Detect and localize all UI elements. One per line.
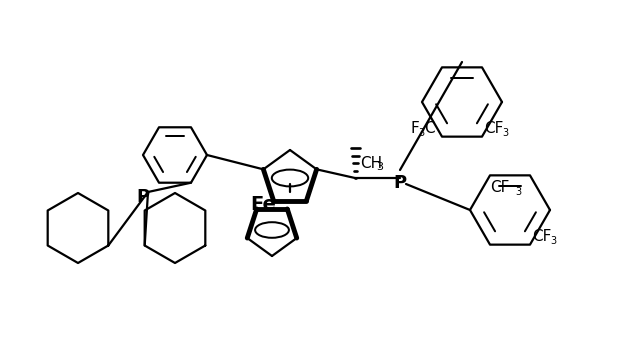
Text: 3: 3 [502, 128, 508, 138]
Text: CF: CF [484, 121, 504, 136]
Text: 3: 3 [418, 128, 424, 138]
Text: Fe: Fe [250, 196, 276, 215]
Text: CF: CF [490, 180, 509, 196]
Text: 3: 3 [376, 162, 383, 172]
Text: P: P [394, 174, 406, 192]
Text: CF: CF [532, 229, 552, 244]
Text: CH: CH [360, 156, 382, 170]
Text: C: C [424, 121, 435, 136]
Text: F: F [410, 121, 419, 136]
Text: 3: 3 [515, 187, 521, 197]
Text: 3: 3 [550, 236, 556, 246]
Text: P: P [136, 188, 150, 206]
